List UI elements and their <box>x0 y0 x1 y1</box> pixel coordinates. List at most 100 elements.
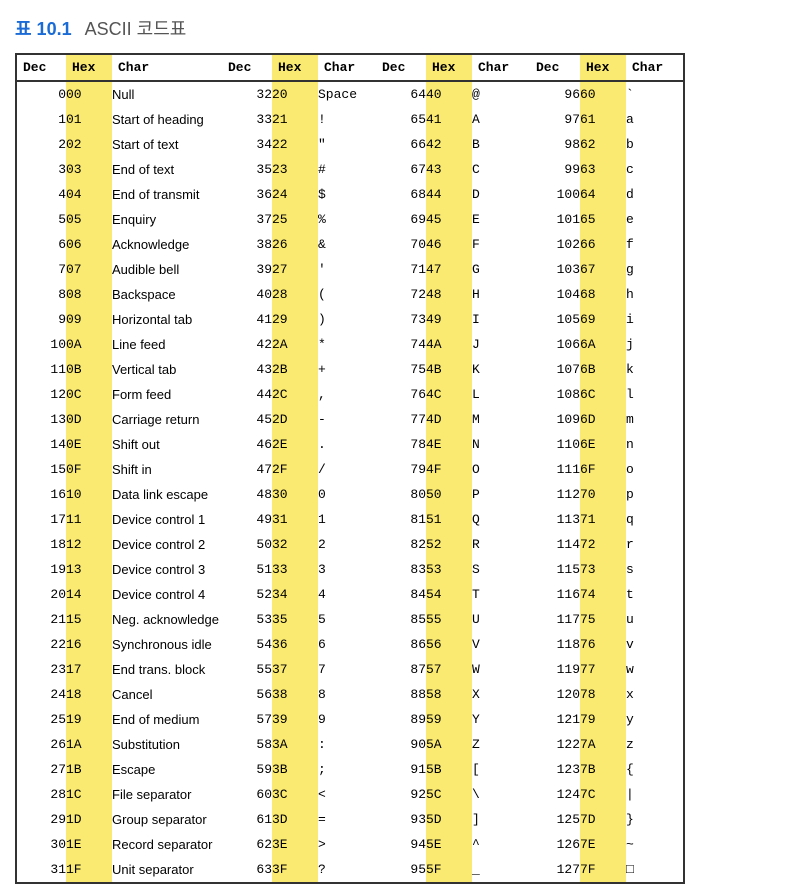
cell-hex: 5B <box>426 757 472 782</box>
cell-char: End of medium <box>112 707 222 732</box>
cell-hex: 71 <box>580 507 626 532</box>
cell-hex: 2A <box>272 332 318 357</box>
table-row: 303End of text3523#6743C9963c <box>16 157 684 182</box>
cell-dec: 65 <box>376 107 426 132</box>
col-header-char: Char <box>626 54 684 81</box>
cell-char: j <box>626 332 684 357</box>
cell-hex: 28 <box>272 282 318 307</box>
cell-dec: 4 <box>16 182 66 207</box>
cell-hex: 6B <box>580 357 626 382</box>
cell-dec: 35 <box>222 157 272 182</box>
cell-hex: 1F <box>66 857 112 883</box>
cell-char: Null <box>112 81 222 107</box>
cell-char: Start of heading <box>112 107 222 132</box>
cell-hex: 3C <box>272 782 318 807</box>
cell-char: " <box>318 132 376 157</box>
cell-dec: 108 <box>530 382 580 407</box>
cell-hex: 23 <box>272 157 318 182</box>
cell-hex: 08 <box>66 282 112 307</box>
cell-char: 3 <box>318 557 376 582</box>
cell-dec: 14 <box>16 432 66 457</box>
cell-char: # <box>318 157 376 182</box>
cell-dec: 32 <box>222 81 272 107</box>
cell-dec: 61 <box>222 807 272 832</box>
cell-hex: 04 <box>66 182 112 207</box>
cell-char: : <box>318 732 376 757</box>
cell-dec: 74 <box>376 332 426 357</box>
cell-char: Start of text <box>112 132 222 157</box>
cell-dec: 83 <box>376 557 426 582</box>
cell-hex: 1B <box>66 757 112 782</box>
cell-dec: 56 <box>222 682 272 707</box>
cell-dec: 1 <box>16 107 66 132</box>
cell-char: S <box>472 557 530 582</box>
cell-hex: 40 <box>426 81 472 107</box>
cell-char: 6 <box>318 632 376 657</box>
cell-dec: 52 <box>222 582 272 607</box>
cell-char: 2 <box>318 532 376 557</box>
cell-dec: 87 <box>376 657 426 682</box>
cell-char: 9 <box>318 707 376 732</box>
cell-dec: 11 <box>16 357 66 382</box>
cell-char: 4 <box>318 582 376 607</box>
cell-char: M <box>472 407 530 432</box>
cell-dec: 86 <box>376 632 426 657</box>
cell-hex: 7C <box>580 782 626 807</box>
cell-char: Acknowledge <box>112 232 222 257</box>
cell-hex: 7A <box>580 732 626 757</box>
cell-dec: 122 <box>530 732 580 757</box>
cell-hex: 22 <box>272 132 318 157</box>
cell-char: s <box>626 557 684 582</box>
cell-char: ( <box>318 282 376 307</box>
cell-dec: 67 <box>376 157 426 182</box>
cell-char: > <box>318 832 376 857</box>
cell-dec: 79 <box>376 457 426 482</box>
cell-char: ' <box>318 257 376 282</box>
cell-hex: 62 <box>580 132 626 157</box>
cell-dec: 126 <box>530 832 580 857</box>
cell-char: | <box>626 782 684 807</box>
table-row: 404End of transmit3624$6844D10064d <box>16 182 684 207</box>
cell-dec: 81 <box>376 507 426 532</box>
cell-hex: 56 <box>426 632 472 657</box>
cell-char: A <box>472 107 530 132</box>
cell-hex: 29 <box>272 307 318 332</box>
cell-char: - <box>318 407 376 432</box>
cell-dec: 93 <box>376 807 426 832</box>
table-caption: 표 10.1 ASCII 코드표 <box>15 15 789 41</box>
cell-char: f <box>626 232 684 257</box>
cell-hex: 48 <box>426 282 472 307</box>
cell-dec: 60 <box>222 782 272 807</box>
cell-hex: 02 <box>66 132 112 157</box>
cell-hex: 47 <box>426 257 472 282</box>
cell-hex: 2C <box>272 382 318 407</box>
cell-hex: 17 <box>66 657 112 682</box>
cell-char: Shift out <box>112 432 222 457</box>
table-row: 2014Device control 4523448454T11674t <box>16 582 684 607</box>
cell-hex: 68 <box>580 282 626 307</box>
col-header-hex: Hex <box>272 54 318 81</box>
cell-hex: 6C <box>580 382 626 407</box>
cell-hex: 43 <box>426 157 472 182</box>
cell-hex: 41 <box>426 107 472 132</box>
cell-hex: 05 <box>66 207 112 232</box>
cell-dec: 124 <box>530 782 580 807</box>
cell-hex: 6E <box>580 432 626 457</box>
cell-dec: 47 <box>222 457 272 482</box>
cell-dec: 12 <box>16 382 66 407</box>
table-row: 1711Device control 1493118151Q11371q <box>16 507 684 532</box>
cell-char: x <box>626 682 684 707</box>
cell-hex: 1D <box>66 807 112 832</box>
cell-dec: 58 <box>222 732 272 757</box>
cell-char: U <box>472 607 530 632</box>
cell-char: , <box>318 382 376 407</box>
cell-char: ~ <box>626 832 684 857</box>
cell-hex: 4D <box>426 407 472 432</box>
cell-hex: 01 <box>66 107 112 132</box>
cell-dec: 89 <box>376 707 426 732</box>
cell-dec: 24 <box>16 682 66 707</box>
cell-char: v <box>626 632 684 657</box>
cell-dec: 70 <box>376 232 426 257</box>
table-row: 1913Device control 3513338353S11573s <box>16 557 684 582</box>
cell-dec: 2 <box>16 132 66 157</box>
